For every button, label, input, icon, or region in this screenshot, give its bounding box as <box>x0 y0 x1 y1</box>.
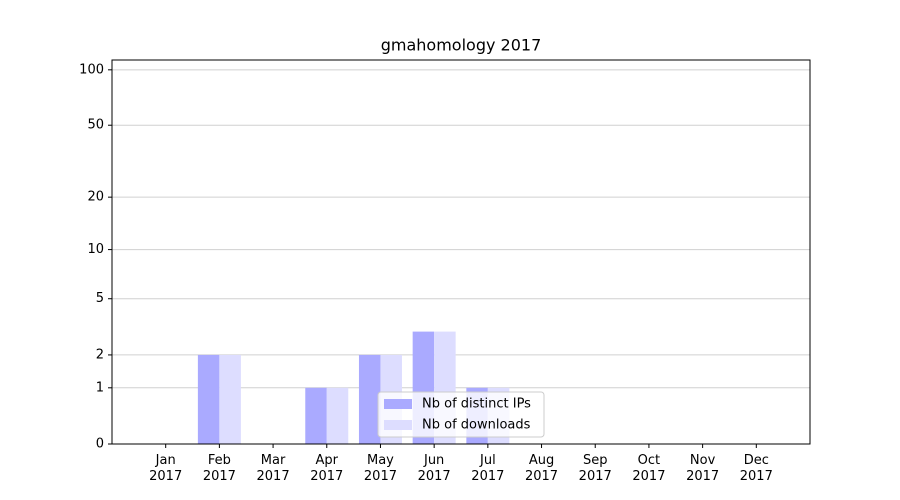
chart-title: gmahomology 2017 <box>381 36 542 55</box>
x-tick-label: May 2017 <box>363 453 397 484</box>
bar <box>326 387 349 444</box>
legend-swatch <box>384 399 412 409</box>
y-tick-label: 10 <box>87 242 104 257</box>
x-tick-label: Jan 2017 <box>149 453 183 484</box>
x-tick-label: Jul 2017 <box>471 453 505 484</box>
bar <box>197 354 220 444</box>
x-tick-label: Oct 2017 <box>632 453 666 484</box>
x-tick-label: Mar 2017 <box>256 453 290 484</box>
legend-box <box>377 391 545 438</box>
y-tick-label: 20 <box>87 190 104 205</box>
y-tick-label: 2 <box>96 347 104 362</box>
x-tick-label: Aug 2017 <box>524 453 559 484</box>
y-tick-label: 50 <box>87 118 104 133</box>
x-tick-label: Jun 2017 <box>417 453 451 484</box>
y-tick-label: 100 <box>79 62 104 77</box>
y-tick-label: 0 <box>96 437 104 452</box>
legend-label: Nb of downloads <box>422 418 531 433</box>
legend-swatch <box>384 420 412 430</box>
legend-label: Nb of distinct IPs <box>422 397 531 412</box>
x-tick-label: Feb 2017 <box>202 453 236 484</box>
bar <box>305 387 327 444</box>
x-tick-label: Dec 2017 <box>739 453 773 484</box>
y-tick-label: 5 <box>96 291 104 306</box>
x-tick-label: Nov 2017 <box>686 453 720 484</box>
bar <box>358 354 381 444</box>
bar <box>219 354 241 444</box>
plot-frame <box>111 59 811 445</box>
y-tick-label: 1 <box>96 380 104 395</box>
x-tick-label: Apr 2017 <box>310 453 344 484</box>
x-tick-label: Sep 2017 <box>578 453 612 484</box>
